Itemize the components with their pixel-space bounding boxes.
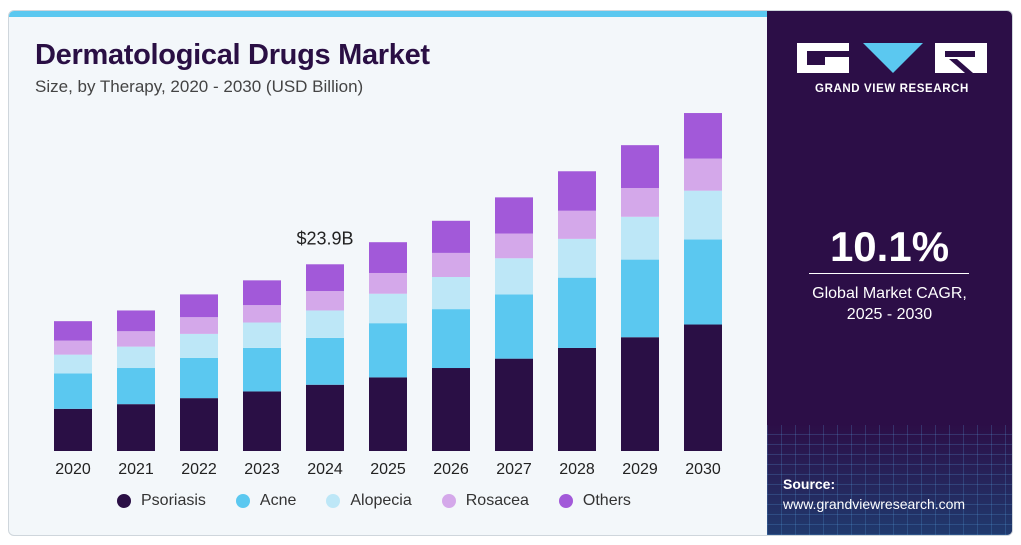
x-tick-label: 2025	[370, 461, 406, 478]
bar-segment-rosacea-2027	[495, 233, 533, 259]
legend-swatch	[558, 494, 573, 508]
x-tick-label: 2028	[559, 461, 595, 478]
bar-segment-rosacea-2020	[54, 340, 92, 355]
accent-bar	[9, 11, 767, 17]
bar-segment-alopecia-2021	[117, 346, 155, 369]
bar-segment-alopecia-2027	[495, 258, 533, 295]
value-annotation: $23.9B	[296, 228, 353, 248]
bar-segment-acne-2030	[684, 239, 722, 325]
bar-segment-alopecia-2029	[621, 216, 659, 260]
grand-view-research-logo	[797, 43, 987, 73]
legend-item-others: Others	[558, 492, 631, 510]
bar-segment-psoriasis-2022	[180, 398, 218, 451]
bar-segment-alopecia-2026	[432, 277, 470, 310]
bar-segment-psoriasis-2028	[558, 347, 596, 451]
source-label: Source:	[783, 476, 836, 492]
bar-segment-psoriasis-2023	[243, 391, 281, 451]
bar-segment-others-2026	[432, 220, 470, 253]
bar-segment-rosacea-2023	[243, 305, 281, 323]
x-tick-label: 2029	[622, 461, 658, 478]
x-tick-label: 2024	[307, 461, 343, 478]
legend-swatch	[441, 494, 456, 508]
x-tick-label: 2020	[55, 461, 91, 478]
legend-label: Acne	[259, 492, 297, 509]
chart-title: Dermatological Drugs Market	[35, 39, 430, 71]
info-sidebar: GRAND VIEW RESEARCH 10.1% Global Market …	[767, 11, 1012, 535]
bar-segment-psoriasis-2027	[495, 358, 533, 451]
bar-segment-rosacea-2024	[306, 291, 344, 311]
bar-segment-psoriasis-2025	[369, 377, 407, 451]
cagr-label-line2: 2025 - 2030	[846, 306, 933, 323]
bar-segment-acne-2020	[54, 373, 92, 409]
legend-label: Others	[582, 492, 631, 509]
bar-segment-acne-2029	[621, 259, 659, 338]
bar-segment-others-2028	[558, 171, 596, 211]
bar-segment-rosacea-2029	[621, 187, 659, 217]
cagr-label-line1: Global Market CAGR,	[812, 285, 967, 302]
x-tick-label: 2023	[244, 461, 280, 478]
bar-segment-others-2021	[117, 310, 155, 332]
legend-label: Rosacea	[465, 492, 529, 509]
bar-segment-alopecia-2030	[684, 190, 722, 240]
chart-card: Dermatological Drugs Market Size, by The…	[8, 10, 1013, 536]
bar-segment-rosacea-2030	[684, 158, 722, 191]
bar-segment-rosacea-2026	[432, 252, 470, 277]
legend-swatch	[235, 494, 250, 508]
bar-segment-others-2027	[495, 197, 533, 234]
legend-swatch	[117, 494, 131, 508]
bar-segment-others-2022	[180, 294, 218, 318]
bar-segment-acne-2027	[495, 294, 533, 359]
bar-segment-others-2020	[54, 321, 92, 341]
legend-item-acne: Acne	[235, 492, 297, 510]
x-tick-label: 2026	[433, 461, 469, 478]
bar-segment-acne-2021	[117, 368, 155, 405]
chart-subtitle: Size, by Therapy, 2020 - 2030 (USD Billi…	[35, 77, 364, 96]
bar-segment-acne-2026	[432, 309, 470, 369]
bar-segment-acne-2024	[306, 337, 344, 385]
bar-segment-others-2025	[369, 242, 407, 273]
legend-item-alopecia: Alopecia	[326, 492, 412, 510]
bar-segment-rosacea-2028	[558, 210, 596, 239]
bar-segment-alopecia-2028	[558, 238, 596, 278]
legend-swatch	[326, 494, 341, 508]
bar-segment-psoriasis-2029	[621, 337, 659, 451]
logo-text: GRAND VIEW RESEARCH	[815, 83, 969, 95]
bar-segment-psoriasis-2024	[306, 384, 344, 451]
bar-segment-acne-2025	[369, 323, 407, 378]
bar-segment-psoriasis-2020	[54, 408, 92, 451]
cagr-label: Global Market CAGR, 2025 - 2030	[767, 283, 1012, 325]
chart-legend: Psoriasis Acne Alopecia Rosacea Others	[117, 492, 661, 510]
bar-segment-alopecia-2024	[306, 310, 344, 338]
bar-segment-psoriasis-2026	[432, 368, 470, 451]
bar-segment-acne-2028	[558, 277, 596, 348]
bar-segment-others-2029	[621, 145, 659, 188]
bar-segment-rosacea-2022	[180, 317, 218, 334]
legend-label: Alopecia	[350, 492, 412, 509]
x-tick-label: 2021	[118, 461, 154, 478]
bar-segment-rosacea-2021	[117, 331, 155, 347]
legend-label: Psoriasis	[141, 492, 206, 509]
cagr-value: 10.1%	[829, 223, 950, 270]
bar-segment-others-2030	[684, 113, 722, 159]
x-tick-label: 2030	[685, 461, 721, 478]
x-tick-label: 2022	[181, 461, 217, 478]
bar-segment-acne-2023	[243, 347, 281, 392]
bar-segment-alopecia-2020	[54, 354, 92, 374]
bar-segment-rosacea-2025	[369, 272, 407, 294]
bar-segment-acne-2022	[180, 357, 218, 399]
bar-segment-others-2024	[306, 264, 344, 292]
source-url[interactable]: www.grandviewresearch.com	[783, 496, 966, 512]
bar-segment-psoriasis-2030	[684, 324, 722, 451]
bar-segment-alopecia-2022	[180, 333, 218, 358]
decorative-grid	[767, 425, 1012, 535]
legend-item-psoriasis: Psoriasis	[117, 492, 206, 510]
x-tick-label: 2027	[496, 461, 532, 478]
legend-item-rosacea: Rosacea	[441, 492, 529, 510]
cagr-divider	[809, 273, 969, 274]
bar-segment-alopecia-2025	[369, 293, 407, 324]
bar-segment-alopecia-2023	[243, 322, 281, 348]
bar-segment-psoriasis-2021	[117, 404, 155, 451]
bar-segment-others-2023	[243, 280, 281, 306]
bar-chart: 2020 2021 2022 2023 2024 $23.9B 2025 2026 2027 20…	[54, 113, 722, 478]
